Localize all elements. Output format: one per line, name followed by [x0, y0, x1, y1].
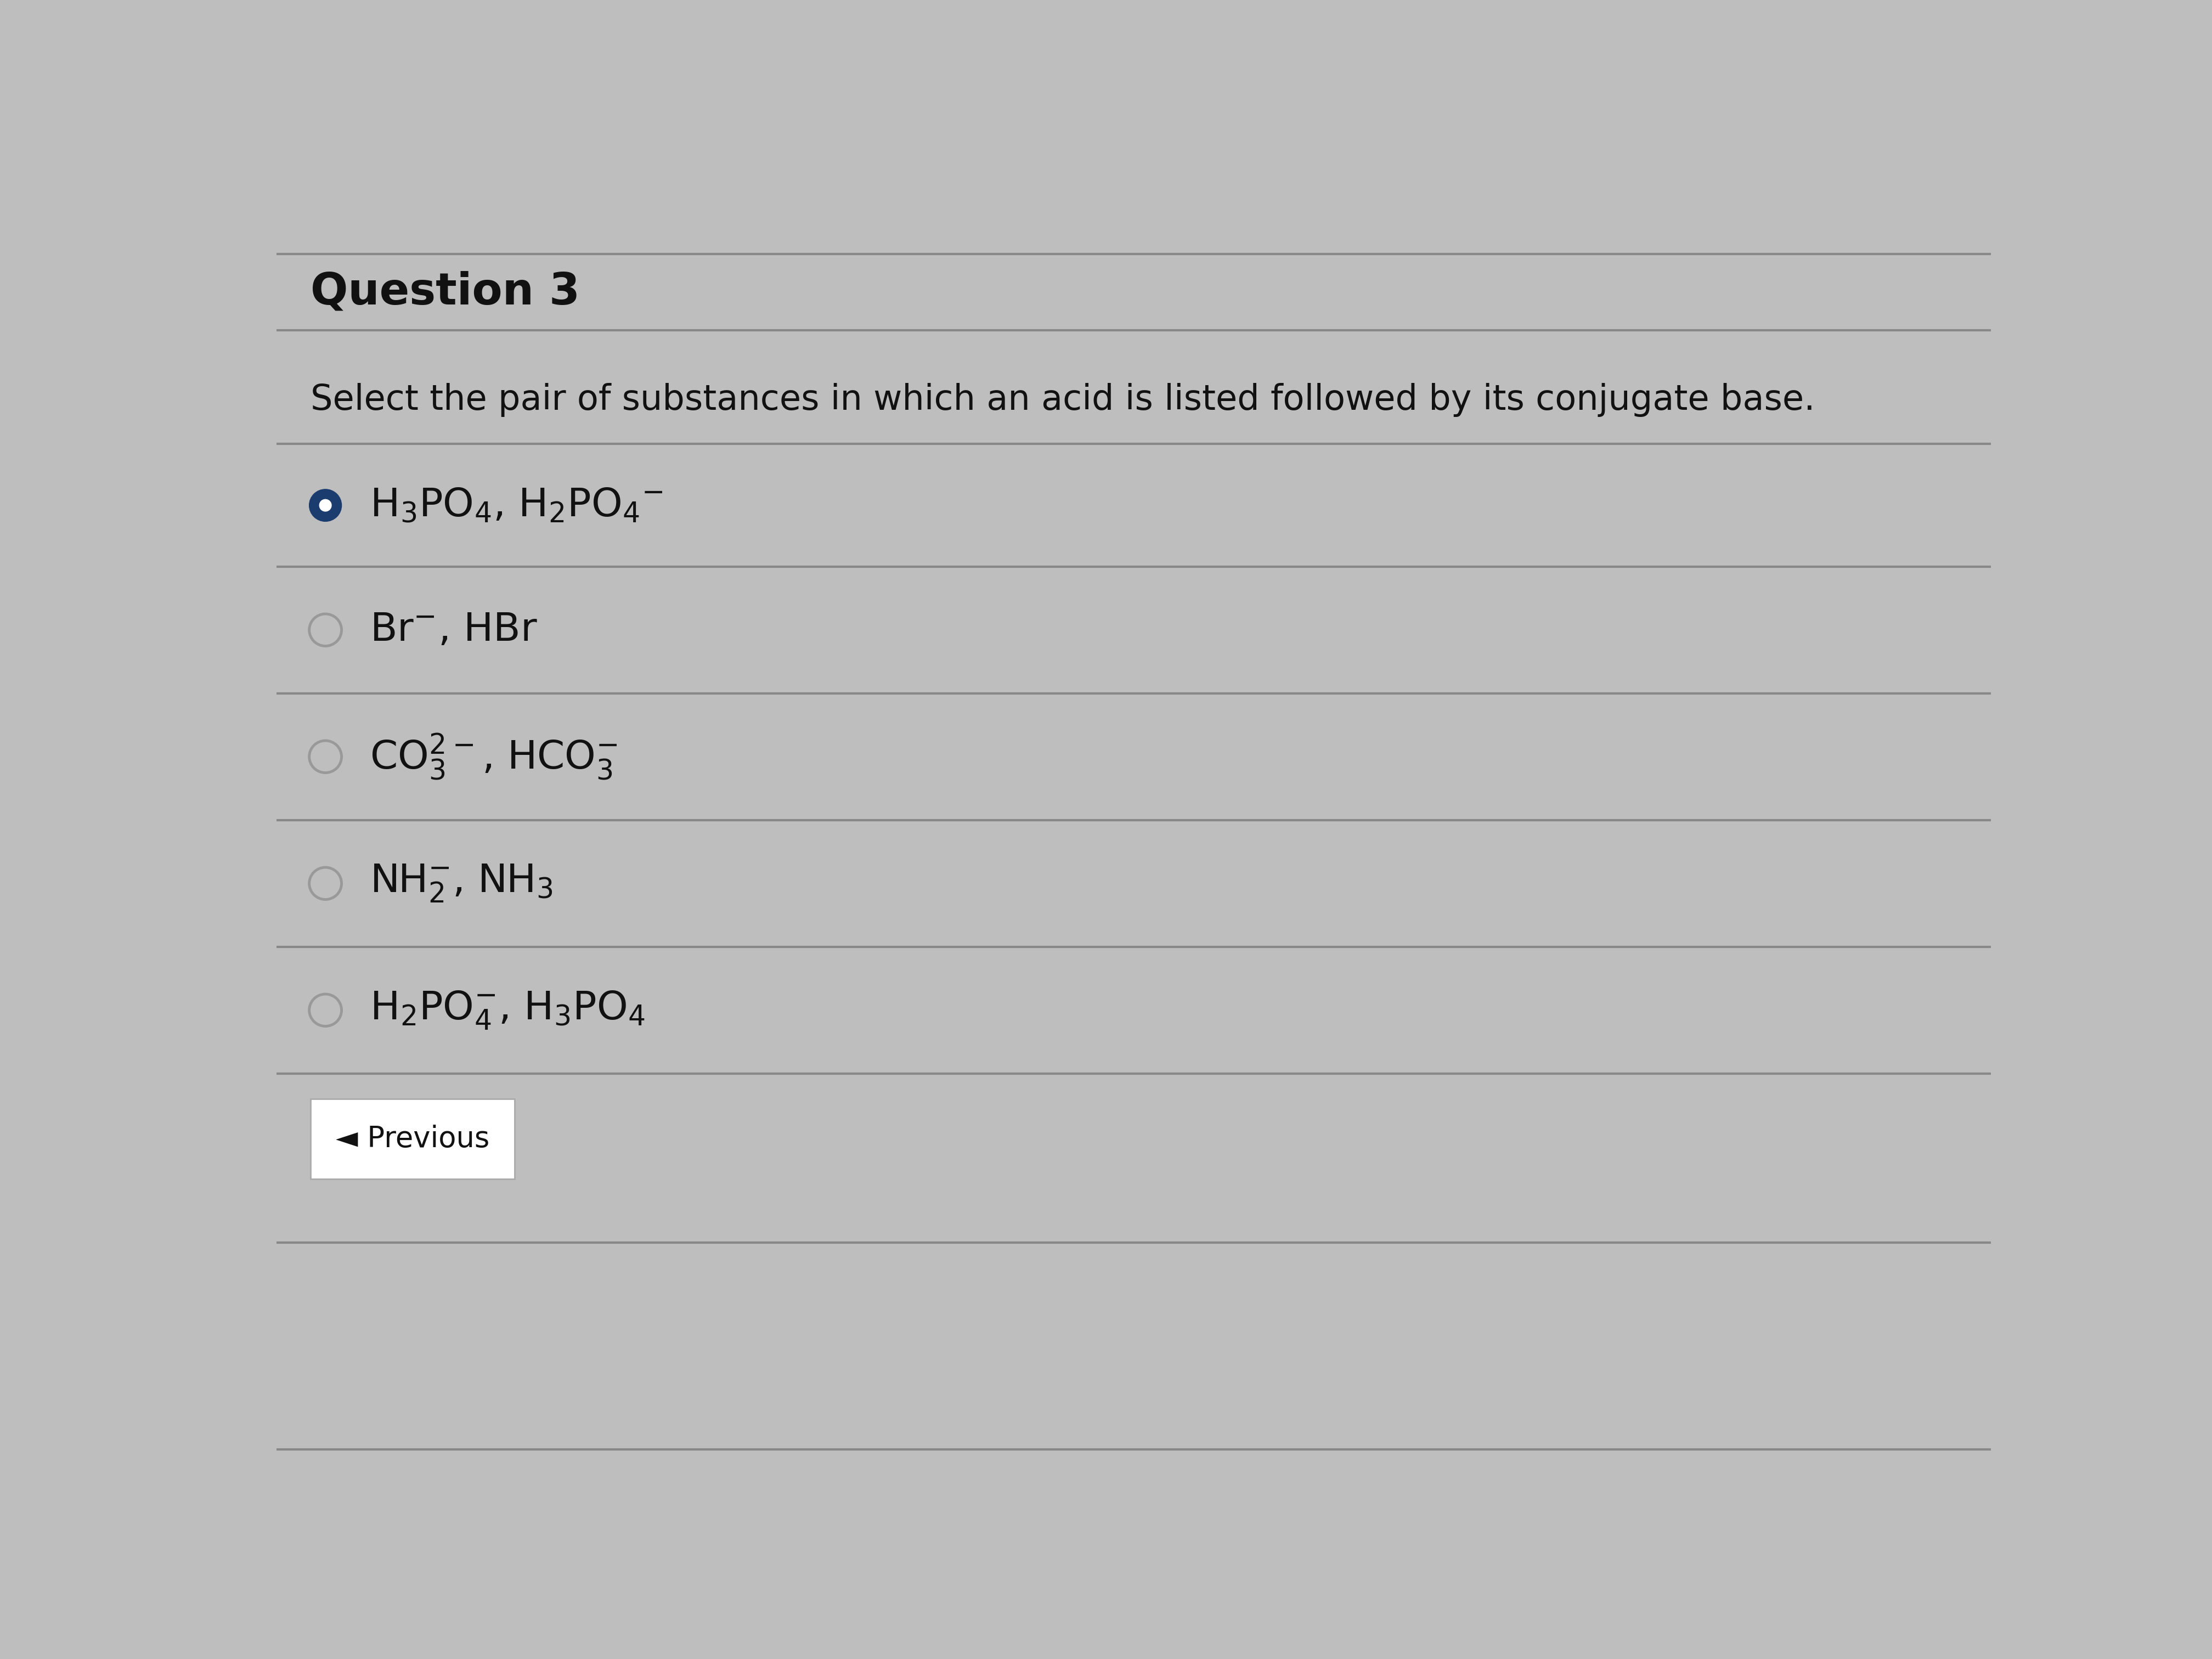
- FancyBboxPatch shape: [310, 1098, 515, 1180]
- Circle shape: [319, 499, 332, 511]
- Text: Br$^{\mathsf{-}}$, HBr: Br$^{\mathsf{-}}$, HBr: [369, 611, 538, 649]
- Text: Select the pair of substances in which an acid is listed followed by its conjuga: Select the pair of substances in which a…: [310, 383, 1816, 416]
- Text: CO$_3^{2-}$, HCO$_3^{-}$: CO$_3^{2-}$, HCO$_3^{-}$: [369, 732, 617, 781]
- Text: H$_2$PO$_4^{-}$, H$_3$PO$_4$: H$_2$PO$_4^{-}$, H$_3$PO$_4$: [369, 989, 646, 1030]
- Text: ◄ Previous: ◄ Previous: [336, 1125, 489, 1153]
- Text: H$_3$PO$_4$, H$_2$PO$_4$$^{\mathsf{-}}$: H$_3$PO$_4$, H$_2$PO$_4$$^{\mathsf{-}}$: [369, 486, 664, 524]
- Text: NH$_2^{-}$, NH$_3$: NH$_2^{-}$, NH$_3$: [369, 863, 553, 904]
- Text: Question 3: Question 3: [310, 270, 580, 314]
- Circle shape: [310, 489, 341, 521]
